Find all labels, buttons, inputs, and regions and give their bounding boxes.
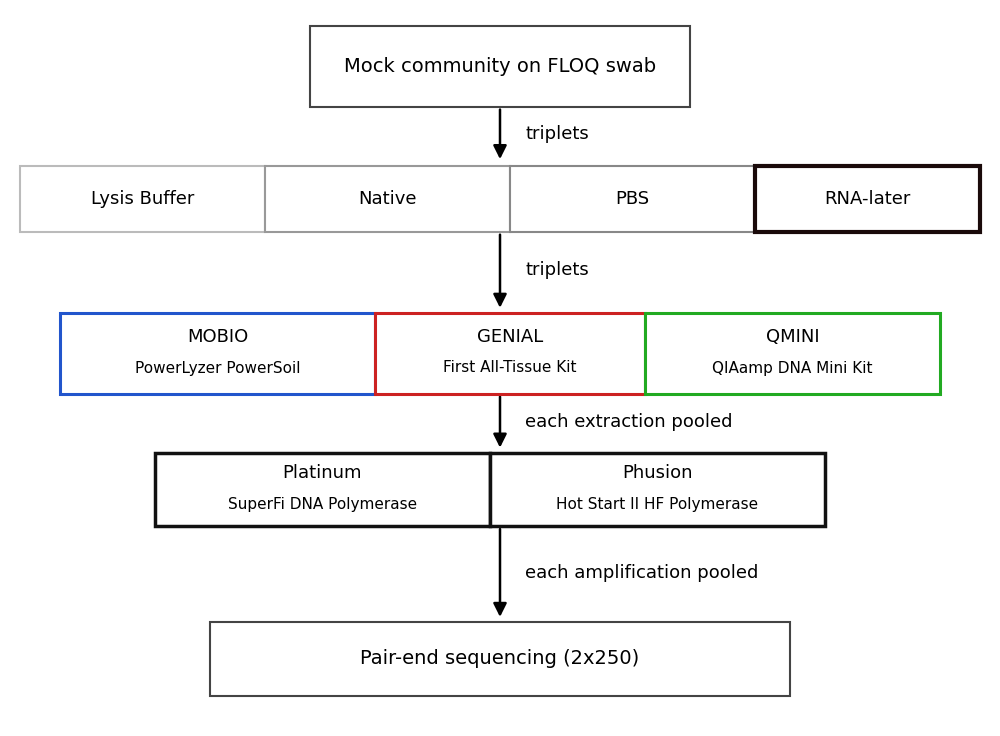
Text: QMINI: QMINI bbox=[766, 328, 819, 346]
FancyBboxPatch shape bbox=[375, 313, 645, 394]
Text: Hot Start II HF Polymerase: Hot Start II HF Polymerase bbox=[556, 497, 759, 512]
Text: each extraction pooled: each extraction pooled bbox=[525, 414, 732, 431]
Text: each amplification pooled: each amplification pooled bbox=[525, 564, 758, 581]
FancyBboxPatch shape bbox=[20, 166, 265, 232]
Text: Lysis Buffer: Lysis Buffer bbox=[91, 190, 194, 208]
Text: Phusion: Phusion bbox=[622, 464, 693, 482]
FancyBboxPatch shape bbox=[310, 26, 690, 107]
Text: triplets: triplets bbox=[525, 125, 589, 143]
FancyBboxPatch shape bbox=[645, 313, 940, 394]
Text: RNA-later: RNA-later bbox=[824, 190, 911, 208]
FancyBboxPatch shape bbox=[490, 453, 825, 526]
FancyBboxPatch shape bbox=[265, 166, 510, 232]
Text: Native: Native bbox=[358, 190, 417, 208]
Text: Platinum: Platinum bbox=[283, 464, 362, 482]
Text: PBS: PBS bbox=[615, 190, 650, 208]
Text: QIAamp DNA Mini Kit: QIAamp DNA Mini Kit bbox=[712, 361, 873, 375]
Text: Mock community on FLOQ swab: Mock community on FLOQ swab bbox=[344, 57, 656, 76]
FancyBboxPatch shape bbox=[755, 166, 980, 232]
FancyBboxPatch shape bbox=[210, 622, 790, 696]
Text: First All-Tissue Kit: First All-Tissue Kit bbox=[443, 361, 577, 375]
Text: SuperFi DNA Polymerase: SuperFi DNA Polymerase bbox=[228, 497, 417, 512]
FancyBboxPatch shape bbox=[155, 453, 490, 526]
Text: Pair-end sequencing (2x250): Pair-end sequencing (2x250) bbox=[360, 649, 640, 668]
Text: triplets: triplets bbox=[525, 261, 589, 279]
Text: PowerLyzer PowerSoil: PowerLyzer PowerSoil bbox=[135, 361, 300, 375]
FancyBboxPatch shape bbox=[60, 313, 375, 394]
FancyBboxPatch shape bbox=[510, 166, 755, 232]
Text: GENIAL: GENIAL bbox=[477, 328, 543, 346]
Text: MOBIO: MOBIO bbox=[187, 328, 248, 346]
